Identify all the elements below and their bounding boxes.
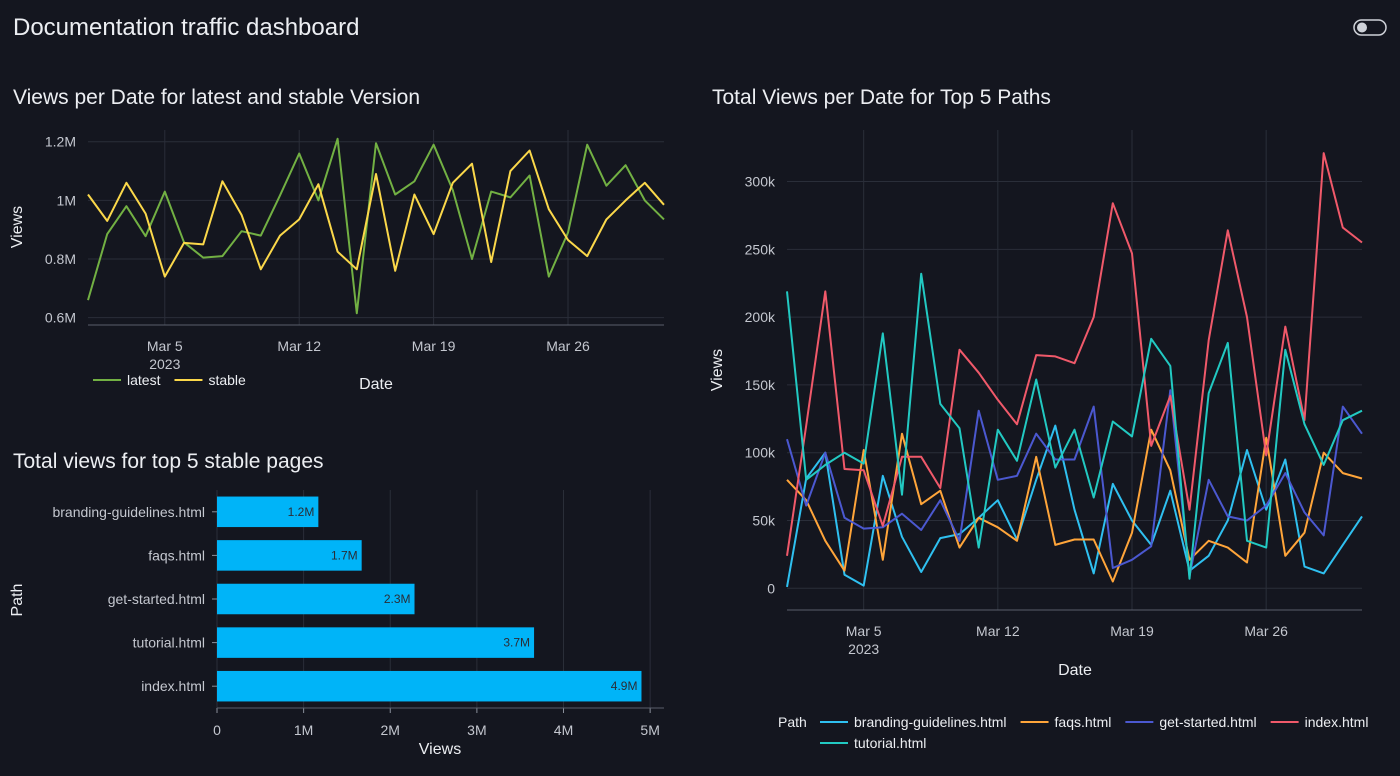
x-tick-label: 2M (381, 722, 400, 738)
bar-value-label: 1.7M (331, 548, 358, 562)
series-line (786, 272, 1363, 580)
series-line (786, 424, 1363, 588)
series-line (87, 137, 665, 315)
legend-entry: tutorial.html (820, 735, 926, 751)
x-tick-label: 1M (294, 722, 313, 738)
legend-label: branding-guidelines.html (854, 714, 1007, 730)
x-tick-label: Mar 12 (976, 623, 1020, 639)
y-tick-label: tutorial.html (133, 635, 205, 651)
bar (217, 670, 642, 702)
bar (217, 583, 415, 615)
x-tick-label: Mar 5 2023 (147, 338, 183, 372)
y-axis-title: Views (9, 206, 26, 248)
y-tick-label: 100k (745, 445, 776, 461)
legend-entry: branding-guidelines.html (820, 714, 1007, 730)
bar-value-label: 4.9M (611, 679, 638, 693)
legend-entry: index.html (1270, 714, 1369, 730)
toggle-knob[interactable] (1357, 22, 1367, 33)
x-tick-label: Mar 19 (1110, 623, 1154, 639)
y-axis-title: Path (9, 584, 26, 617)
series-line (786, 428, 1363, 583)
x-tick-label: Mar 5 2023 (846, 623, 882, 657)
y-tick-label: 250k (745, 241, 776, 257)
x-axis-title: Date (1058, 662, 1092, 679)
y-tick-label: 300k (745, 174, 776, 190)
bar-value-label: 1.2M (288, 505, 315, 519)
y-tick-label: faqs.html (148, 547, 205, 563)
y-tick-label: index.html (141, 678, 205, 694)
chart-title: Views per Date for latest and stable Ver… (13, 86, 420, 109)
y-tick-label: get-started.html (108, 591, 205, 607)
y-tick-label: 1.2M (45, 134, 76, 150)
x-tick-label: Mar 26 (1244, 623, 1288, 639)
legend-label: index.html (1305, 714, 1369, 730)
y-axis-title: Views (709, 349, 726, 391)
chart-title: Total Views per Date for Top 5 Paths (712, 86, 1051, 109)
y-tick-label: 50k (752, 513, 776, 529)
legend-entry: faqs.html (1020, 714, 1112, 730)
bar (217, 627, 535, 658)
toggle-track[interactable] (1353, 19, 1387, 36)
x-tick-label: 3M (467, 722, 486, 738)
legend-entry: stable (174, 372, 246, 388)
bar-value-label: 3.7M (503, 636, 530, 650)
y-tick-label: 0 (767, 580, 775, 596)
legend-label: get-started.html (1159, 714, 1256, 730)
series-line (786, 389, 1363, 578)
y-tick-label: 150k (745, 377, 776, 393)
series-line (87, 149, 665, 278)
y-tick-label: 0.6M (45, 310, 76, 326)
series-line (786, 152, 1363, 556)
x-tick-label: 5M (640, 722, 659, 738)
x-tick-label: 0 (213, 722, 221, 738)
bar-value-label: 2.3M (384, 592, 411, 606)
y-tick-label: 200k (745, 309, 776, 325)
x-tick-label: Mar 12 (277, 338, 321, 354)
bar (217, 540, 362, 571)
legend-label: latest (127, 372, 161, 388)
x-tick-label: Mar 26 (546, 338, 590, 354)
x-tick-label: Mar 19 (412, 338, 456, 354)
legend-entry: get-started.html (1125, 714, 1257, 730)
y-tick-label: 1M (57, 192, 76, 208)
legend-label: stable (208, 372, 246, 388)
legend-label: faqs.html (1055, 714, 1112, 730)
x-tick-label: 4M (554, 722, 573, 738)
legend-title: Path (778, 714, 807, 730)
legend-label: tutorial.html (854, 735, 926, 751)
y-tick-label: branding-guidelines.html (52, 504, 205, 520)
dashboard-title: Documentation traffic dashboard (13, 14, 359, 41)
bar (217, 496, 319, 528)
x-axis-title: Date (359, 376, 393, 393)
y-tick-label: 0.8M (45, 251, 76, 267)
theme-toggle[interactable] (1353, 19, 1387, 36)
legend-entry: latest (93, 372, 161, 388)
x-axis-title: Views (419, 741, 461, 758)
chart-title: Total views for top 5 stable pages (13, 450, 324, 473)
